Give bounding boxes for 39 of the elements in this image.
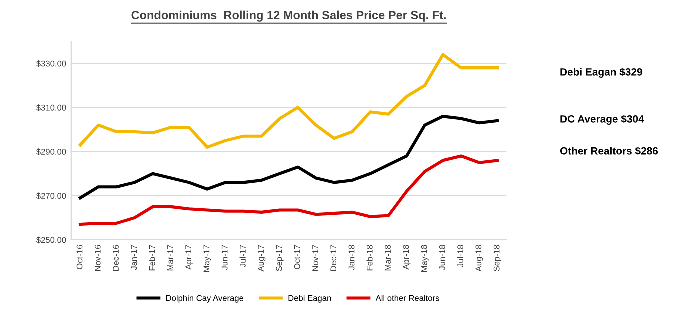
- legend-label: All other Realtors: [376, 295, 440, 302]
- x-tick-label: Aug-17: [258, 245, 266, 272]
- y-tick-label: $310.00: [36, 104, 66, 112]
- text: Debi Eagan $329: [560, 68, 642, 78]
- x-tick-label: Dec-17: [330, 245, 337, 272]
- chart-title: Condominiums Rolling 12 Month Sales Price Per Sq. Ft.: [132, 10, 446, 22]
- x-tick-label: Jun-18: [439, 245, 446, 270]
- x-tick-label: May-17: [204, 245, 212, 272]
- x-tick-label: Feb-18: [366, 245, 373, 271]
- line-series: [78, 154, 500, 226]
- x-tick-label: Dec-16: [113, 245, 119, 272]
- x-tick-label: Feb-17: [149, 245, 156, 271]
- x-tick-label: Nov-16: [94, 245, 101, 272]
- x-tick-label: Mar-17: [168, 245, 174, 271]
- x-tick-label: Jul-17: [240, 245, 246, 268]
- line-series: [78, 53, 500, 149]
- x-tick-label: Aug-18: [476, 245, 484, 272]
- y-tick-label: $330.00: [36, 60, 66, 68]
- legend-label: Dolphin Cay Average: [166, 295, 244, 303]
- x-tick-label: Mar-18: [385, 245, 391, 271]
- y-tick-label: $250.00: [36, 236, 66, 244]
- x-tick-label: Sep-18: [494, 245, 502, 272]
- x-tick-label: Apr-17: [186, 245, 194, 270]
- x-tick-label: Jan-17: [131, 245, 138, 270]
- x-tick-label: Sep-17: [276, 245, 284, 272]
- y-tick-label: $270.00: [36, 192, 66, 200]
- x-tick-label: Oct-17: [294, 245, 300, 270]
- text: DC Average $304: [560, 115, 644, 125]
- legend-label: Debi Eagan: [288, 295, 332, 303]
- y-tick-label: $290.00: [36, 148, 66, 156]
- x-tick-label: Jun-17: [222, 245, 228, 270]
- x-tick-label: Jan-18: [348, 245, 355, 270]
- x-tick-label: Oct-16: [76, 245, 83, 270]
- line-series: [78, 115, 500, 200]
- x-tick-label: Jul-18: [457, 245, 464, 268]
- x-tick-label: Nov-17: [312, 245, 318, 272]
- text: Other Realtors $286: [560, 146, 658, 156]
- x-tick-label: May-18: [421, 245, 429, 272]
- x-tick-label: Apr-18: [403, 245, 411, 270]
